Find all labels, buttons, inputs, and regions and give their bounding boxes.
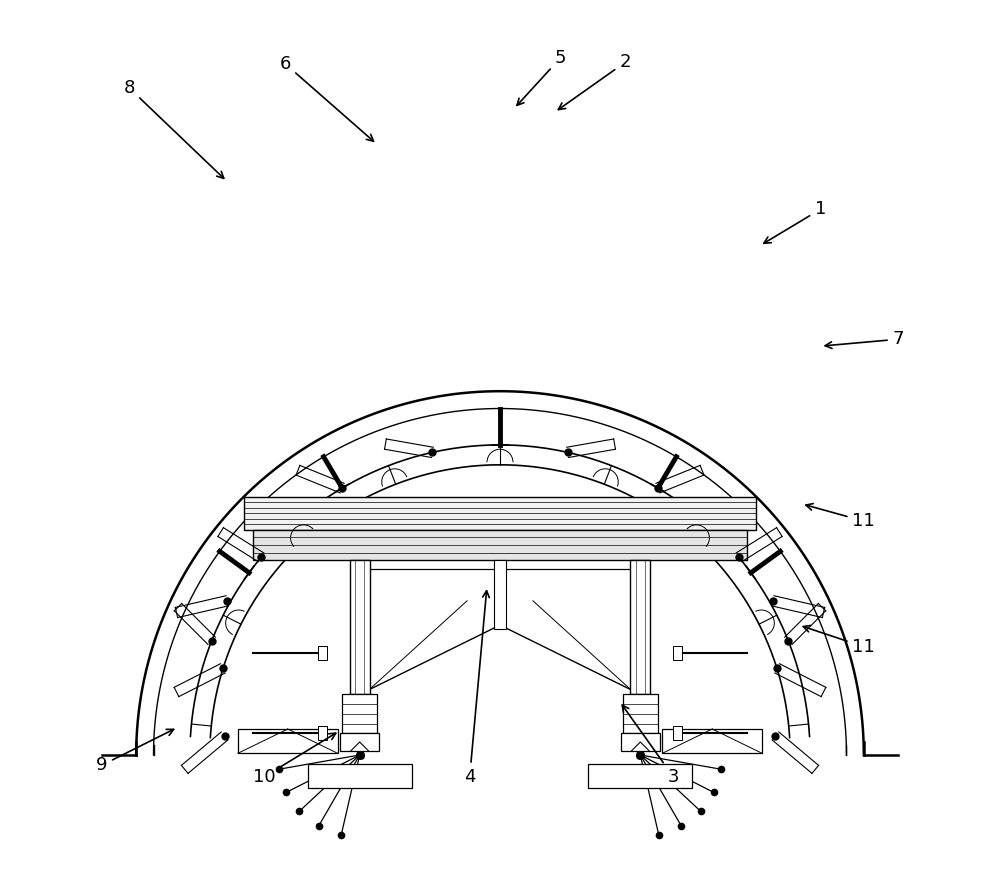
Bar xyxy=(588,764,692,788)
Text: 7: 7 xyxy=(825,330,904,348)
Bar xyxy=(350,561,370,694)
Bar xyxy=(253,530,747,561)
Bar xyxy=(342,694,377,733)
Text: 1: 1 xyxy=(764,200,826,243)
Text: 11: 11 xyxy=(806,504,875,530)
Text: 8: 8 xyxy=(124,79,224,178)
Bar xyxy=(494,561,506,629)
Bar xyxy=(238,729,338,753)
Text: 3: 3 xyxy=(622,705,679,786)
Bar xyxy=(340,733,379,751)
Text: 2: 2 xyxy=(558,53,631,109)
Bar xyxy=(673,646,682,660)
Text: 9: 9 xyxy=(96,729,174,774)
Bar xyxy=(308,764,412,788)
Text: 10: 10 xyxy=(253,733,336,786)
Bar xyxy=(318,646,327,660)
Bar xyxy=(662,729,762,753)
Bar xyxy=(623,694,658,733)
Bar xyxy=(630,561,650,694)
Text: 5: 5 xyxy=(517,49,566,105)
Bar xyxy=(244,497,756,530)
Bar xyxy=(621,733,660,751)
Text: 4: 4 xyxy=(464,591,489,786)
Text: 11: 11 xyxy=(803,626,875,656)
Bar xyxy=(673,726,682,740)
Bar xyxy=(318,726,327,740)
Text: 6: 6 xyxy=(279,55,374,142)
